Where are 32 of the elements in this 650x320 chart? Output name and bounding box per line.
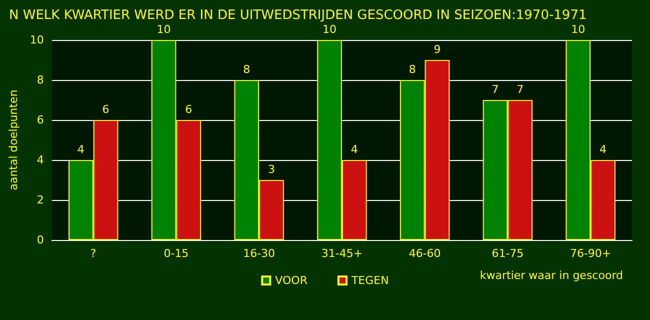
x-tick-label: ? bbox=[90, 247, 96, 260]
data-label: 7 bbox=[516, 83, 524, 96]
chart-title: N WELK KWARTIER WERD ER IN DE UITWEDSTRIJDEN GESCOORD IN SEIZOEN:1970-1971 bbox=[9, 8, 587, 23]
data-label: 4 bbox=[350, 143, 358, 156]
x-tick-label: 31-45+ bbox=[321, 247, 363, 260]
y-tick-label: 8 bbox=[36, 74, 44, 86]
y-tick-label: 10 bbox=[30, 34, 44, 46]
x-tick-label: 61-75 bbox=[492, 247, 524, 260]
data-label: 7 bbox=[492, 83, 499, 96]
legend-label: VOOR bbox=[275, 274, 308, 287]
y-tick-label: 2 bbox=[36, 194, 44, 206]
x-tick-label: 46-60 bbox=[408, 247, 441, 260]
data-label: 4 bbox=[77, 143, 84, 156]
data-label: 10 bbox=[571, 23, 586, 36]
data-label: 10 bbox=[322, 23, 337, 36]
legend-label: TEGEN bbox=[350, 274, 389, 287]
data-label: 9 bbox=[434, 43, 441, 56]
data-label: 4 bbox=[599, 143, 606, 156]
y-tick-label: 6 bbox=[36, 114, 44, 126]
data-label: 3 bbox=[268, 163, 276, 176]
x-tick-label: 0-15 bbox=[164, 247, 189, 260]
data-label: 8 bbox=[408, 63, 416, 76]
data-label: 10 bbox=[156, 23, 171, 36]
x-tick-label: 76-90+ bbox=[570, 247, 612, 260]
y-tick-label: 0 bbox=[36, 234, 44, 246]
data-label: 6 bbox=[102, 103, 110, 116]
y-axis-title: aantal doelpunten bbox=[7, 90, 20, 190]
data-label: 6 bbox=[185, 103, 192, 116]
data-label: 8 bbox=[243, 63, 250, 76]
y-tick-label: 4 bbox=[36, 154, 44, 166]
x-tick-label: 16-30 bbox=[243, 247, 276, 260]
x-axis-title: kwartier waar in gescoord bbox=[480, 269, 623, 282]
